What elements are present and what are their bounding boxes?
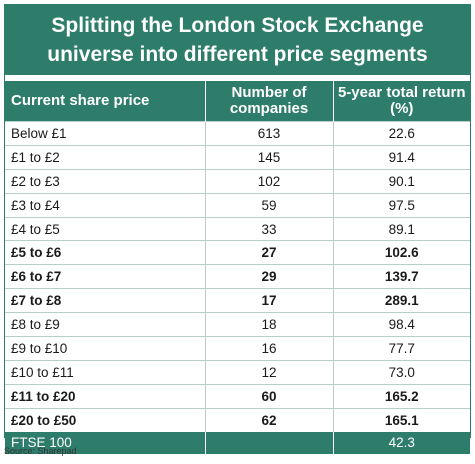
table-row: £4 to £5 33 89.1 <box>5 216 470 241</box>
cell-total-return: 77.7 <box>333 336 470 361</box>
cell-number-of-companies: 17 <box>205 288 334 313</box>
cell-number-of-companies: 613 <box>205 121 334 146</box>
cell-total-return: 89.1 <box>333 216 470 241</box>
cell-total-return: 102.6 <box>333 240 470 265</box>
cell-total-return: 97.5 <box>333 192 470 218</box>
cell-share-price: £4 to £5 <box>5 216 206 241</box>
cell-total-return: 98.4 <box>333 312 470 337</box>
table-footer-row: FTSE 100 42.3 <box>5 431 470 454</box>
cell-total-return: 73.0 <box>333 359 470 385</box>
table-body: Below £1 613 22.6 £1 to £2 145 91.4 £2 to £3 10… <box>5 121 470 454</box>
column-header-companies: Number of companies <box>205 81 334 122</box>
table-row: £8 to £9 18 98.4 <box>5 312 470 337</box>
cell-number-of-companies: 16 <box>205 336 334 361</box>
cell-share-price: £2 to £3 <box>5 168 206 194</box>
table-row: £10 to £11 12 73.0 <box>5 359 470 385</box>
cell-share-price: £3 to £4 <box>5 192 206 218</box>
column-header-return: 5-year total return (%) <box>333 81 470 122</box>
price-segments-table: Current share price Number of companies … <box>5 81 470 454</box>
column-header-price: Current share price <box>5 81 206 122</box>
cell-total-return: 91.4 <box>333 144 470 170</box>
table-row: £7 to £8 17 289.1 <box>5 288 470 313</box>
table-row: £6 to £7 29 139.7 <box>5 264 470 289</box>
cell-total-return: 289.1 <box>333 288 470 313</box>
cell-share-price: £10 to £11 <box>5 359 206 385</box>
cell-number-of-companies: 27 <box>205 240 334 265</box>
table-row: £3 to £4 59 97.5 <box>5 192 470 218</box>
table-row: £1 to £2 145 91.4 <box>5 144 470 170</box>
cell-number-of-companies: 12 <box>205 359 334 385</box>
table-header-row: Current share price Number of companies … <box>5 81 470 122</box>
table-row: £9 to £10 16 77.7 <box>5 336 470 361</box>
cell-number-of-companies: 33 <box>205 216 334 241</box>
cell-footer-label: FTSE 100 <box>5 431 206 454</box>
cell-share-price: £9 to £10 <box>5 336 206 361</box>
cell-share-price: £11 to £20 <box>5 383 206 409</box>
table-row: £11 to £20 60 165.2 <box>5 383 470 409</box>
cell-total-return: 90.1 <box>333 168 470 194</box>
cell-share-price: £7 to £8 <box>5 288 206 313</box>
cell-footer-companies <box>205 431 334 454</box>
cell-total-return: 165.1 <box>333 407 470 432</box>
cell-number-of-companies: 60 <box>205 383 334 409</box>
table-row: £2 to £3 102 90.1 <box>5 168 470 194</box>
cell-number-of-companies: 145 <box>205 144 334 170</box>
cell-footer-return: 42.3 <box>333 431 470 454</box>
source-note: Source: Sharepad <box>4 446 77 456</box>
cell-total-return: 165.2 <box>333 383 470 409</box>
cell-number-of-companies: 102 <box>205 168 334 194</box>
cell-share-price: £1 to £2 <box>5 144 206 170</box>
table-row: £5 to £6 27 102.6 <box>5 240 470 265</box>
table-row: Below £1 613 22.6 <box>5 121 470 146</box>
cell-number-of-companies: 29 <box>205 264 334 289</box>
title-bar: Splitting the London Stock Exchange univ… <box>5 5 470 75</box>
cell-share-price: £6 to £7 <box>5 264 206 289</box>
cell-share-price: Below £1 <box>5 121 206 146</box>
cell-number-of-companies: 62 <box>205 407 334 432</box>
cell-share-price: £8 to £9 <box>5 312 206 337</box>
cell-number-of-companies: 59 <box>205 192 334 218</box>
cell-total-return: 22.6 <box>333 121 470 146</box>
chart-title: Splitting the London Stock Exchange univ… <box>47 14 428 66</box>
cell-number-of-companies: 18 <box>205 312 334 337</box>
cell-total-return: 139.7 <box>333 264 470 289</box>
cell-share-price: £20 to £50 <box>5 407 206 432</box>
table-frame: Splitting the London Stock Exchange univ… <box>4 4 471 454</box>
table-row: £20 to £50 62 165.1 <box>5 407 470 432</box>
cell-share-price: £5 to £6 <box>5 240 206 265</box>
